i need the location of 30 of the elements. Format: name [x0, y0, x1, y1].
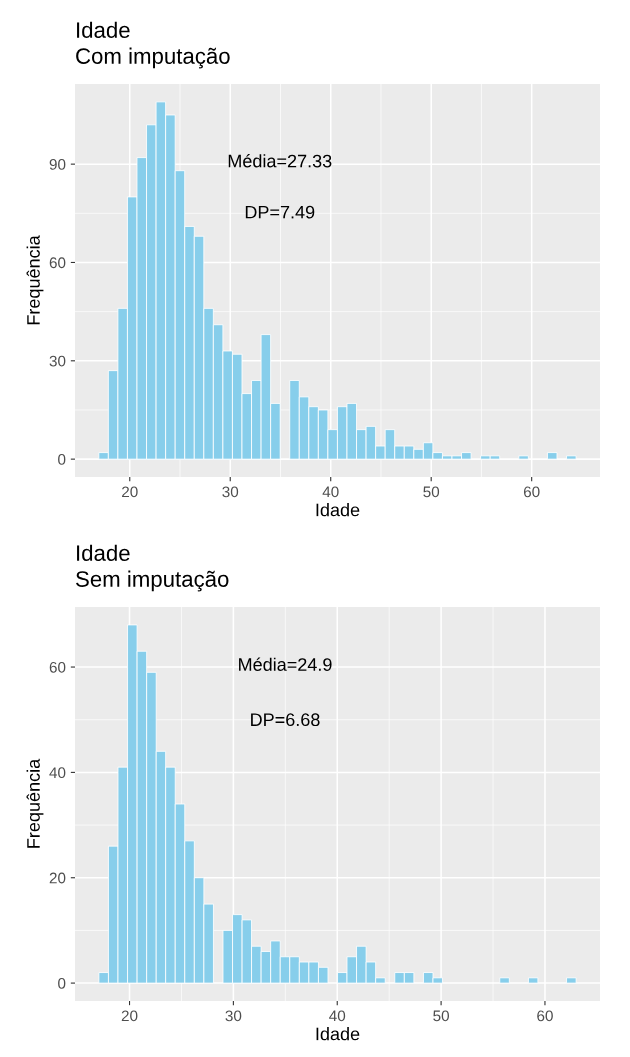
x-tick-label: 50: [433, 1010, 449, 1022]
chart-subtitle: Sem imputação: [76, 570, 229, 592]
x-tick-label: 50: [423, 486, 440, 498]
chart-title: Idade: [77, 21, 130, 38]
annotation: Média=24.9: [239, 657, 332, 671]
y-tick-label: 0: [58, 977, 66, 989]
annotation: Média=27.33: [228, 153, 332, 168]
y-tick-label: 40: [49, 767, 66, 779]
y-tick-label: 20: [49, 872, 66, 884]
y-tick-label: 60: [49, 661, 66, 673]
x-tick-label: 30: [222, 486, 239, 498]
x-axis-title: Idade: [316, 1027, 360, 1041]
y-tick-label: 60: [49, 257, 66, 269]
x-tick-label: 40: [329, 1010, 346, 1022]
x-axis-title: Idade: [316, 503, 360, 517]
annotation: DP=7.49: [245, 205, 315, 219]
x-tick-label: 20: [121, 1010, 138, 1022]
chart-subtitle: Com imputação: [76, 47, 230, 69]
chart-title: Idade: [77, 544, 130, 561]
y-axis-title: Frequência: [26, 758, 44, 848]
y-axis-title: Frequência: [26, 235, 44, 325]
annotation: DP=6.68: [251, 713, 320, 727]
x-tick-label: 60: [537, 1010, 553, 1022]
y-tick-label: 30: [49, 355, 66, 367]
y-tick-label: 0: [58, 454, 66, 465]
x-tick-label: 30: [225, 1010, 242, 1022]
x-tick-label: 20: [122, 486, 138, 498]
x-tick-label: 60: [523, 486, 540, 498]
x-tick-label: 40: [322, 486, 339, 498]
y-tick-label: 90: [49, 159, 66, 170]
